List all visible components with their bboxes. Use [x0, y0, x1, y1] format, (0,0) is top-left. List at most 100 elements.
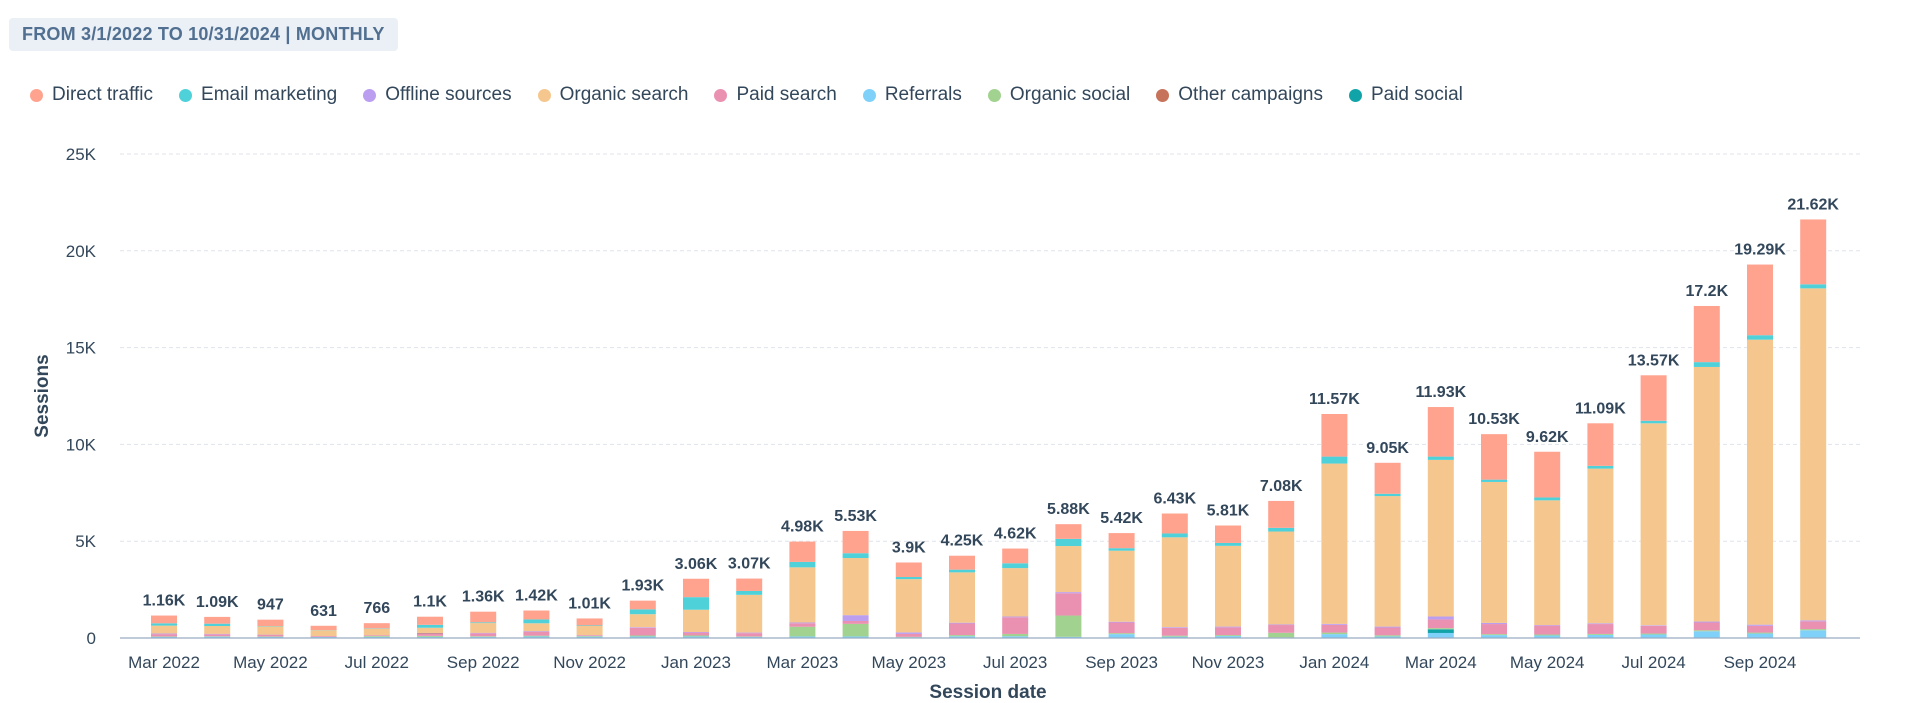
bar-segment-organic-search[interactable] — [363, 628, 390, 636]
bar-segment-organic-search[interactable] — [417, 627, 443, 633]
bar-segment-organic-social[interactable] — [576, 636, 603, 637]
bar-segment-direct-traffic[interactable] — [1268, 500, 1295, 528]
bar-segment-referrals[interactable] — [204, 636, 231, 638]
bar-segment-paid-search[interactable] — [1534, 625, 1561, 635]
bar-segment-organic-search[interactable] — [1427, 459, 1454, 617]
bar-segment-organic-search[interactable] — [1002, 568, 1029, 617]
bar-segment-email-marketing[interactable] — [895, 577, 922, 580]
bar-segment-organic-search[interactable] — [1534, 500, 1561, 626]
bar-segment-offline-sources[interactable] — [895, 632, 922, 634]
bar-segment-paid-search[interactable] — [683, 632, 709, 636]
bar-segment-organic-search[interactable] — [789, 567, 816, 623]
bar-segment-direct-traffic[interactable] — [1215, 525, 1241, 543]
bar-segment-organic-social[interactable] — [1587, 633, 1614, 635]
bar-segment-paid-search[interactable] — [310, 636, 337, 637]
bar-segment-direct-traffic[interactable] — [1587, 423, 1614, 466]
bar-segment-email-marketing[interactable] — [523, 619, 550, 624]
bar-segment-organic-social[interactable] — [789, 626, 816, 637]
bar-segment-organic-social[interactable] — [1055, 615, 1082, 637]
bar-segment-email-marketing[interactable] — [842, 553, 869, 559]
bar-segment-paid-search[interactable] — [1268, 625, 1295, 633]
bar-segment-referrals[interactable] — [789, 636, 816, 638]
bar-segment-offline-sources[interactable] — [842, 615, 869, 621]
bar-segment-direct-traffic[interactable] — [895, 562, 922, 578]
bar-segment-email-marketing[interactable] — [1108, 548, 1135, 551]
bar-segment-organic-search[interactable] — [736, 594, 763, 633]
bar-segment-referrals[interactable] — [523, 636, 550, 638]
bar-segment-offline-sources[interactable] — [1693, 621, 1720, 623]
bar-segment-organic-social[interactable] — [363, 636, 390, 637]
bar-segment-organic-social[interactable] — [417, 635, 443, 637]
bar-segment-organic-search[interactable] — [895, 579, 922, 633]
bar-segment-offline-sources[interactable] — [1587, 623, 1614, 625]
bar-segment-email-marketing[interactable] — [1534, 497, 1561, 501]
bar-segment-direct-traffic[interactable] — [204, 616, 231, 624]
bar-segment-direct-traffic[interactable] — [363, 623, 390, 629]
bar-segment-direct-traffic[interactable] — [949, 555, 975, 570]
bar-segment-paid-search[interactable] — [151, 634, 177, 637]
bar-segment-other-campaigns[interactable] — [417, 632, 443, 634]
bar-segment-email-marketing[interactable] — [1640, 420, 1667, 424]
bar-segment-organic-search[interactable] — [257, 626, 284, 635]
bar-segment-offline-sources[interactable] — [736, 632, 763, 634]
bar-segment-organic-social[interactable] — [1268, 632, 1295, 638]
bar-segment-organic-social[interactable] — [683, 635, 709, 637]
bar-segment-email-marketing[interactable] — [789, 561, 816, 568]
bar-segment-direct-traffic[interactable] — [1427, 407, 1454, 457]
bar-segment-organic-social[interactable] — [1534, 634, 1561, 636]
bar-segment-referrals[interactable] — [1161, 636, 1188, 638]
legend-item-direct-traffic[interactable]: Direct traffic — [30, 84, 153, 106]
bar-segment-email-marketing[interactable] — [1215, 542, 1241, 546]
bar-segment-direct-traffic[interactable] — [1055, 524, 1082, 539]
bar-segment-direct-traffic[interactable] — [736, 578, 763, 591]
legend-item-other-campaigns[interactable]: Other campaigns — [1156, 84, 1323, 106]
bar-segment-organic-search[interactable] — [1161, 537, 1188, 628]
bar-segment-direct-traffic[interactable] — [789, 541, 816, 562]
bar-segment-organic-search[interactable] — [310, 630, 337, 637]
bar-segment-organic-search[interactable] — [1693, 366, 1720, 622]
bar-segment-referrals[interactable] — [1321, 634, 1348, 638]
bar-segment-direct-traffic[interactable] — [683, 578, 709, 598]
bar-segment-email-marketing[interactable] — [1161, 533, 1188, 538]
bar-segment-organic-search[interactable] — [1374, 496, 1401, 627]
bar-segment-paid-search[interactable] — [1055, 593, 1082, 616]
bar-segment-organic-social[interactable] — [1161, 635, 1188, 637]
bar-segment-referrals[interactable] — [1215, 636, 1241, 638]
bar-segment-email-marketing[interactable] — [151, 623, 177, 626]
bar-segment-organic-search[interactable] — [204, 625, 231, 634]
bar-segment-referrals[interactable] — [1002, 636, 1029, 638]
bar-segment-direct-traffic[interactable] — [1693, 305, 1720, 363]
bar-segment-email-marketing[interactable] — [1587, 465, 1614, 469]
bar-segment-referrals[interactable] — [1374, 636, 1401, 638]
bar-segment-organic-social[interactable] — [1481, 634, 1507, 636]
bar-segment-direct-traffic[interactable] — [629, 600, 656, 610]
bar-segment-referrals[interactable] — [683, 636, 709, 638]
bar-segment-organic-search[interactable] — [683, 609, 709, 632]
bar-segment-organic-search[interactable] — [1587, 468, 1614, 624]
bar-segment-paid-search[interactable] — [1108, 622, 1135, 634]
bar-segment-email-marketing[interactable] — [417, 624, 443, 628]
bar-segment-email-marketing[interactable] — [1374, 493, 1401, 497]
bar-segment-paid-search[interactable] — [1693, 622, 1720, 631]
bar-segment-offline-sources[interactable] — [1321, 623, 1348, 625]
bar-segment-organic-social[interactable] — [1747, 632, 1773, 634]
bar-segment-organic-search[interactable] — [949, 572, 975, 623]
bar-segment-organic-social[interactable] — [1640, 633, 1667, 635]
bar-segment-direct-traffic[interactable] — [523, 610, 550, 620]
bar-segment-offline-sources[interactable] — [1800, 620, 1827, 622]
bar-segment-organic-search[interactable] — [1108, 550, 1135, 622]
bar-segment-organic-social[interactable] — [1693, 630, 1720, 632]
legend-item-email-marketing[interactable]: Email marketing — [179, 84, 337, 106]
bar-segment-email-marketing[interactable] — [1321, 456, 1348, 464]
bar-segment-organic-social[interactable] — [949, 635, 975, 637]
bar-segment-offline-sources[interactable] — [523, 631, 550, 632]
bar-segment-email-marketing[interactable] — [576, 625, 603, 626]
bar-segment-organic-search[interactable] — [1747, 339, 1773, 625]
bar-segment-offline-sources[interactable] — [1002, 616, 1029, 618]
bar-segment-organic-social[interactable] — [523, 635, 550, 637]
bar-segment-paid-search[interactable] — [576, 635, 603, 637]
bar-segment-organic-social[interactable] — [1427, 628, 1454, 630]
bar-segment-organic-search[interactable] — [1268, 531, 1295, 625]
bar-segment-paid-search[interactable] — [1747, 625, 1773, 633]
bar-segment-direct-traffic[interactable] — [1002, 548, 1029, 564]
